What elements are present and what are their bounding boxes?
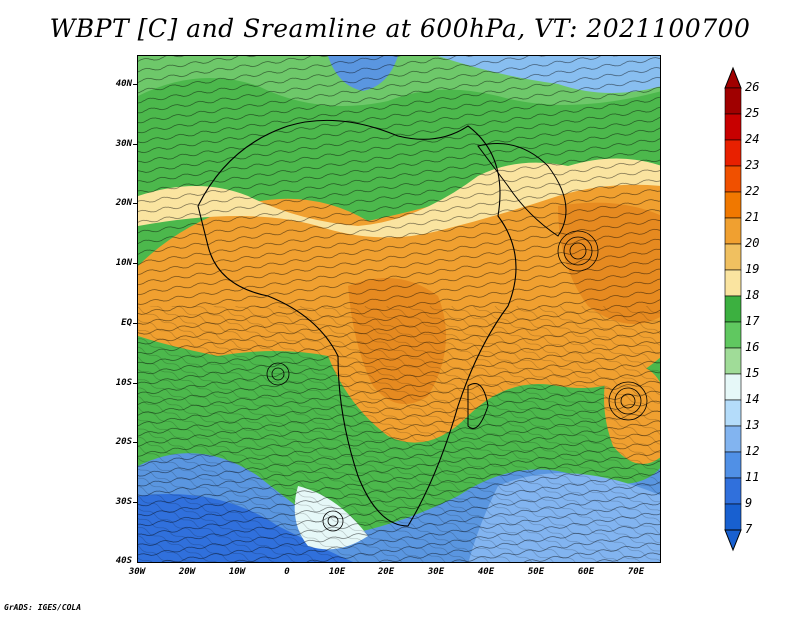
colorbar-label: 18 bbox=[745, 288, 760, 302]
streamline-layer-south bbox=[138, 306, 660, 562]
lat-tick-label: 30S bbox=[115, 497, 132, 507]
colorbar-label: 25 bbox=[745, 106, 760, 120]
africa-coastline bbox=[197, 119, 517, 527]
colorbar-label: 7 bbox=[745, 522, 753, 536]
lon-tick-label: 30W bbox=[128, 567, 146, 577]
arabia-coastline bbox=[477, 143, 567, 237]
colorbar-label: 14 bbox=[745, 392, 760, 406]
lon-tick-label: 10W bbox=[228, 567, 246, 577]
colorbar-swatch bbox=[724, 87, 742, 115]
colorbar-swatch bbox=[724, 217, 742, 245]
colorbar-swatch bbox=[724, 191, 742, 219]
y-tick bbox=[133, 323, 137, 324]
colorbar-label: 13 bbox=[745, 418, 760, 432]
lat-tick-label: 10N bbox=[115, 258, 132, 268]
colorbar-swatch bbox=[724, 139, 742, 167]
colorbar-swatches bbox=[724, 66, 742, 552]
colorbar-swatch bbox=[724, 425, 742, 453]
colorbar-swatch bbox=[724, 477, 742, 505]
lon-tick-label: 20W bbox=[178, 567, 196, 577]
colorbar-swatch bbox=[724, 165, 742, 193]
colorbar-swatch bbox=[724, 295, 742, 323]
lon-tick-label: 10E bbox=[328, 567, 346, 577]
colorbar-swatch bbox=[724, 269, 742, 297]
y-tick bbox=[133, 144, 137, 145]
colorbar-swatch bbox=[724, 451, 742, 479]
colorbar-swatch bbox=[724, 243, 742, 271]
lon-tick-label: 20E bbox=[377, 567, 395, 577]
chart-title: WBPT [C] and Sreamline at 600hPa, VT: 20… bbox=[49, 14, 751, 43]
colorbar-swatch bbox=[724, 373, 742, 401]
colorbar-swatch bbox=[724, 529, 742, 552]
lat-tick-label: 20S bbox=[115, 437, 132, 447]
y-tick bbox=[133, 442, 137, 443]
colorbar-swatch bbox=[724, 503, 742, 531]
lon-tick-label: 60E bbox=[577, 567, 595, 577]
colorbar-swatch bbox=[724, 66, 742, 89]
y-tick bbox=[133, 502, 137, 503]
colorbar-label: 9 bbox=[745, 496, 753, 510]
colorbar-label: 11 bbox=[745, 470, 760, 484]
lat-tick-label: 40N bbox=[115, 79, 132, 89]
lon-tick-label: 0 bbox=[284, 567, 290, 577]
lat-tick-label: 30N bbox=[115, 139, 132, 149]
colorbar-label: 24 bbox=[745, 132, 760, 146]
wbpt-field-map bbox=[138, 56, 660, 562]
map-plot-area bbox=[137, 55, 661, 563]
colorbar-label: 21 bbox=[745, 210, 760, 224]
y-tick bbox=[133, 263, 137, 264]
colorbar-label: 15 bbox=[745, 366, 760, 380]
colorbar-label: 19 bbox=[745, 262, 760, 276]
lat-tick-label: 20N bbox=[115, 198, 132, 208]
credit-text: GrADS: IGES/COLA bbox=[4, 603, 82, 612]
colorbar-label: 17 bbox=[745, 314, 760, 328]
lon-tick-label: 30E bbox=[427, 567, 445, 577]
colorbar-label: 20 bbox=[745, 236, 760, 250]
madagascar-coastline bbox=[467, 383, 489, 429]
lat-tick-label: 10S bbox=[115, 378, 132, 388]
colorbar-label: 26 bbox=[745, 80, 760, 94]
colorbar-label: 23 bbox=[745, 158, 760, 172]
colorbar-label: 16 bbox=[745, 340, 760, 354]
colorbar-label: 12 bbox=[745, 444, 760, 458]
y-tick bbox=[133, 203, 137, 204]
lon-tick-label: 70E bbox=[627, 567, 645, 577]
colorbar-label: 22 bbox=[745, 184, 760, 198]
vortex-markers bbox=[266, 230, 648, 532]
lat-tick-label: 40S bbox=[115, 556, 132, 566]
y-tick bbox=[133, 383, 137, 384]
lat-tick-label: EQ bbox=[121, 318, 132, 328]
y-tick bbox=[133, 84, 137, 85]
lon-tick-label: 50E bbox=[527, 567, 545, 577]
colorbar-swatch bbox=[724, 347, 742, 375]
colorbar-swatch bbox=[724, 321, 742, 349]
lon-tick-label: 40E bbox=[477, 567, 495, 577]
colorbar-swatch bbox=[724, 399, 742, 427]
colorbar-swatch bbox=[724, 113, 742, 141]
